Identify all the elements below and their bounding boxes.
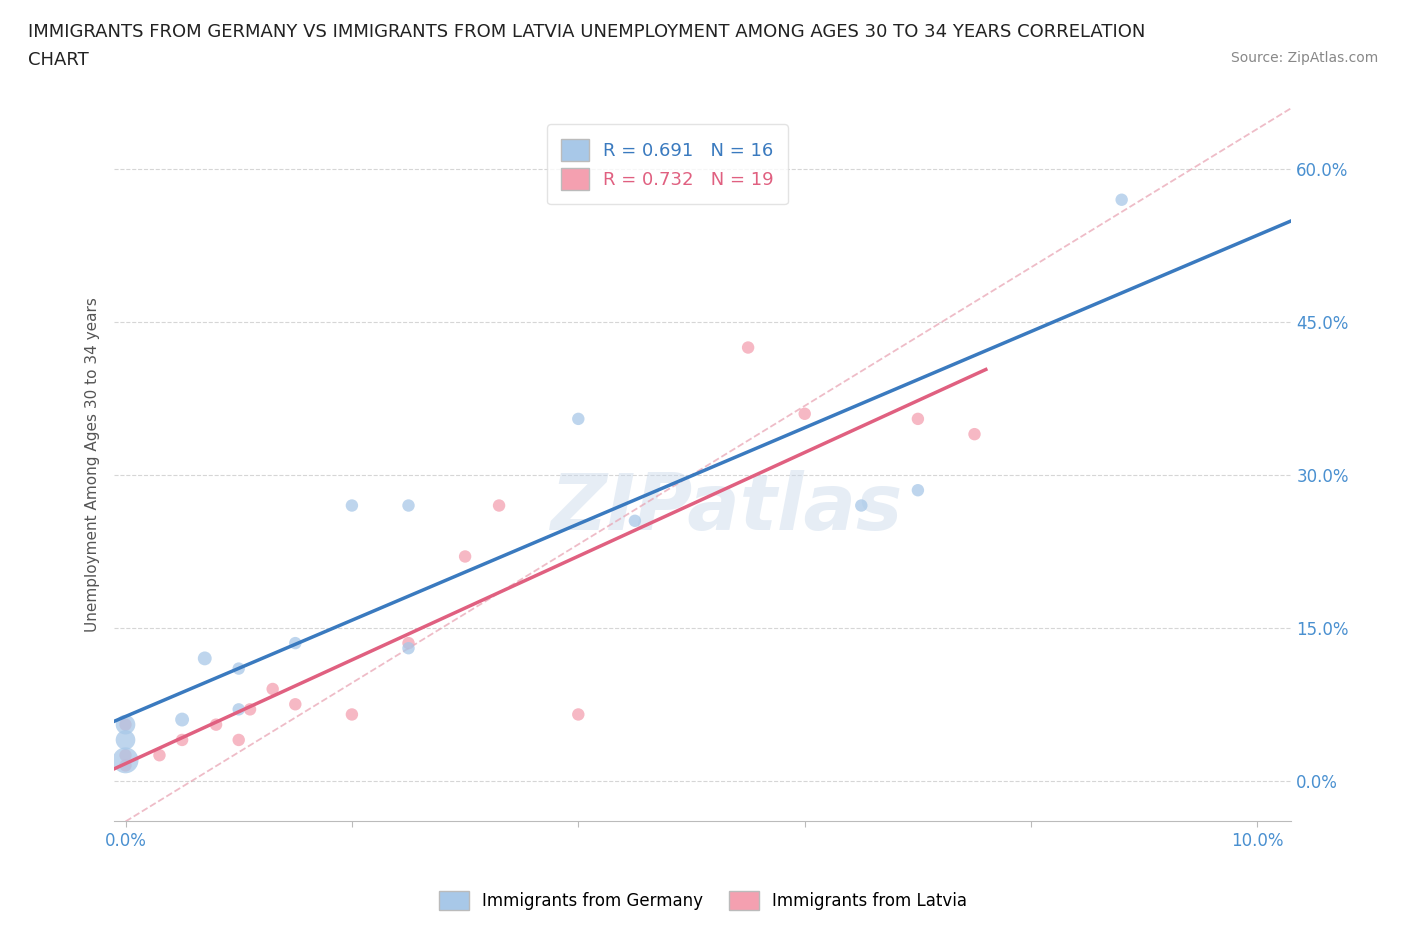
- Point: [454, 549, 477, 564]
- Point: [148, 748, 170, 763]
- Point: [114, 758, 136, 773]
- Point: [737, 340, 759, 355]
- Point: [963, 427, 986, 442]
- Point: [851, 498, 873, 513]
- Text: IMMIGRANTS FROM GERMANY VS IMMIGRANTS FROM LATVIA UNEMPLOYMENT AMONG AGES 30 TO : IMMIGRANTS FROM GERMANY VS IMMIGRANTS FR…: [28, 23, 1146, 41]
- Point: [114, 733, 136, 748]
- Point: [398, 498, 420, 513]
- Point: [793, 406, 815, 421]
- Text: ZIPatlas: ZIPatlas: [550, 470, 903, 546]
- Point: [567, 707, 589, 722]
- Point: [907, 411, 929, 426]
- Legend: Immigrants from Germany, Immigrants from Latvia: Immigrants from Germany, Immigrants from…: [433, 884, 973, 917]
- Point: [340, 707, 363, 722]
- Point: [228, 661, 250, 676]
- Point: [114, 748, 136, 763]
- Legend: R = 0.691   N = 16, R = 0.732   N = 19: R = 0.691 N = 16, R = 0.732 N = 19: [547, 125, 787, 205]
- Point: [205, 717, 228, 732]
- Point: [398, 636, 420, 651]
- Point: [194, 651, 217, 666]
- Point: [239, 702, 262, 717]
- Point: [114, 753, 136, 768]
- Text: Source: ZipAtlas.com: Source: ZipAtlas.com: [1230, 51, 1378, 65]
- Point: [398, 641, 420, 656]
- Point: [1111, 193, 1133, 207]
- Y-axis label: Unemployment Among Ages 30 to 34 years: Unemployment Among Ages 30 to 34 years: [86, 298, 100, 632]
- Point: [262, 682, 284, 697]
- Point: [172, 733, 194, 748]
- Point: [114, 717, 136, 732]
- Point: [488, 498, 510, 513]
- Point: [284, 636, 307, 651]
- Text: CHART: CHART: [28, 51, 89, 69]
- Point: [114, 717, 136, 732]
- Point: [228, 733, 250, 748]
- Point: [284, 697, 307, 711]
- Point: [228, 702, 250, 717]
- Point: [340, 498, 363, 513]
- Point: [907, 483, 929, 498]
- Point: [172, 712, 194, 727]
- Point: [567, 411, 589, 426]
- Point: [624, 513, 647, 528]
